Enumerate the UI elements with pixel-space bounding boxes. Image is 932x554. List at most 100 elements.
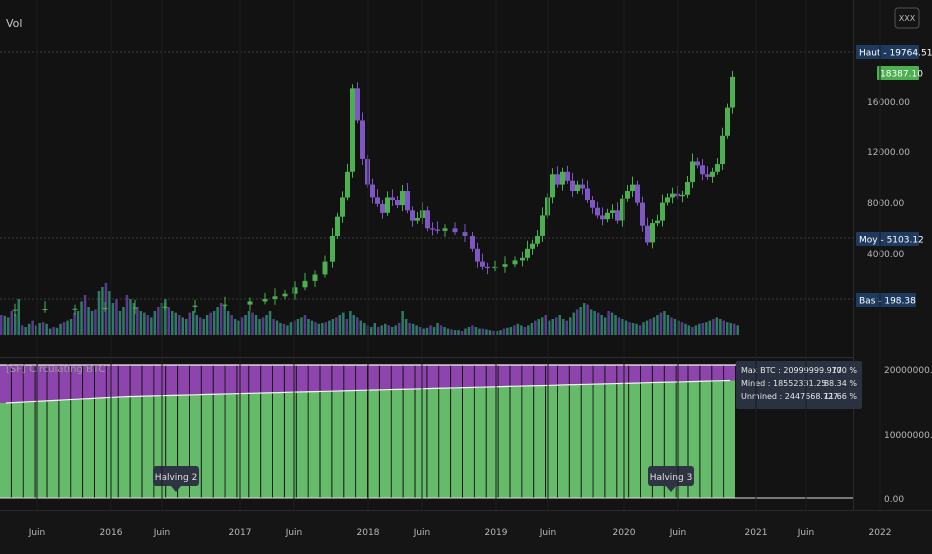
volume-bar [659, 312, 663, 335]
unmined-bar [486, 365, 498, 387]
mined-bar [712, 380, 724, 498]
unmined-bar [451, 365, 462, 388]
candle-body [132, 307, 138, 309]
candle-body [72, 308, 78, 310]
unmined-bar [534, 365, 546, 386]
volume-bar [321, 323, 324, 335]
candle-body [340, 197, 345, 217]
mined-bar [356, 390, 367, 498]
volume-bar [143, 312, 146, 335]
volume-bar [474, 327, 478, 335]
volume-bar [380, 325, 383, 335]
volume-bar [97, 291, 101, 335]
volume-bar [125, 295, 129, 335]
mined-bar [581, 384, 593, 498]
volume-bar [300, 317, 303, 335]
volume-bar [523, 327, 527, 335]
volume-bar [544, 315, 547, 335]
candle-body [282, 293, 288, 297]
volume-bar [205, 315, 209, 335]
volume-bar [401, 311, 404, 335]
mined-bar [213, 394, 225, 498]
volume-bar [90, 311, 94, 335]
unmined-bar [273, 365, 284, 393]
volume-bar [631, 323, 635, 335]
candle-body [262, 298, 268, 302]
unmined-bar [629, 365, 641, 384]
unmined-bar [463, 365, 474, 388]
volume-bar [537, 319, 540, 335]
legend-box [736, 361, 862, 409]
volume-bar [34, 325, 38, 335]
time-tick: 2018 [357, 528, 380, 538]
candle-body [560, 171, 565, 185]
volume-bar [52, 327, 55, 335]
unmined-bar [130, 365, 142, 397]
settings-button[interactable] [894, 7, 920, 29]
candle-body [410, 210, 415, 221]
unmined-bar [356, 365, 367, 391]
candle-body [360, 120, 365, 159]
volume-bar [579, 307, 582, 335]
volume-bar [698, 323, 701, 335]
volume-bar [736, 325, 739, 335]
volume-bar [663, 311, 666, 335]
volume-bar [307, 319, 310, 335]
volume-bar [384, 323, 387, 335]
volume-bar [230, 315, 233, 335]
candle-body [512, 260, 518, 265]
unmined-bar [261, 365, 273, 393]
volume-bar [649, 319, 652, 335]
candle-body [272, 296, 278, 299]
candle-body [330, 236, 335, 262]
candle-body [605, 212, 610, 220]
volume-bar [422, 328, 425, 335]
volume-label: Vol [6, 17, 22, 30]
volume-bar [7, 317, 10, 335]
unmined-bar [474, 365, 486, 388]
volume-bar [390, 327, 394, 335]
mined-bar [700, 381, 712, 498]
volume-bar [680, 322, 684, 335]
volume-bar [446, 328, 450, 335]
mined-bar [273, 392, 284, 498]
mined-bar [11, 402, 23, 498]
mined-bar [23, 401, 35, 498]
volume-bar [247, 311, 251, 335]
price-tick-8000: 8000.00 [867, 199, 904, 209]
unmined-bar [95, 365, 106, 398]
candle-body [375, 197, 380, 204]
volume-bar [38, 323, 41, 335]
volume-bar [62, 322, 66, 335]
price-tick-12000: 12000.00 [867, 148, 910, 158]
volume-bar [652, 317, 656, 335]
candle-body [452, 228, 458, 233]
candle-body [312, 274, 318, 281]
candle-body [620, 198, 625, 221]
mined-bar [284, 392, 296, 498]
unmined-bar [498, 365, 510, 387]
volume-bar [495, 331, 499, 335]
volume-bar [199, 317, 202, 335]
candle-body [475, 248, 480, 262]
time-tick: 2017 [229, 528, 252, 538]
time-tick: 2021 [745, 528, 768, 538]
settings-button-label: XXX [899, 14, 916, 23]
volume-bar [153, 311, 157, 335]
volume-bar [275, 320, 279, 335]
mined-bar [0, 403, 11, 498]
volume-bar [181, 317, 184, 335]
volume-bar [317, 323, 321, 335]
candle-body [525, 248, 530, 258]
time-tick: Juin [153, 528, 171, 538]
unmined-bar [320, 365, 332, 392]
volume-bar [265, 315, 268, 335]
volume-bar [132, 303, 136, 335]
unmined-bar [581, 365, 593, 385]
volume-bar [708, 320, 712, 335]
volume-bar [415, 325, 418, 335]
volume-bar [712, 319, 715, 335]
candle-body [625, 191, 630, 199]
unmined-bar [724, 365, 735, 381]
